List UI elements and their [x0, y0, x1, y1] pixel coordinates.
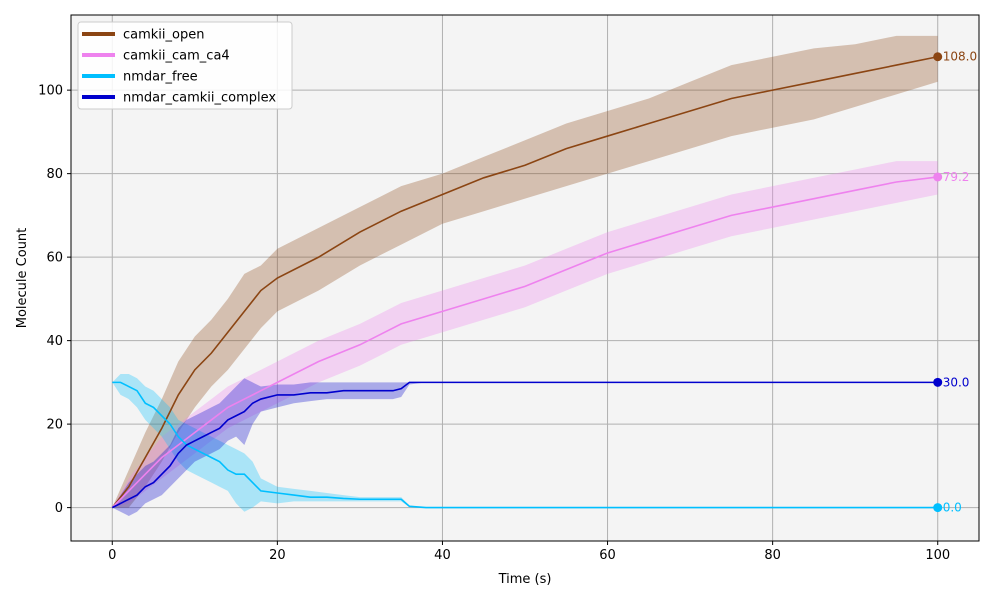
- x-axis-ticks: 0 20 40 60 80 100: [108, 541, 950, 563]
- x-tick-label: 60: [599, 548, 616, 563]
- camkii_cam_ca4-legend-label: camkii_cam_ca4: [123, 49, 230, 64]
- camkii_open-end-label: 108.0: [943, 50, 977, 64]
- plot-frame: [70, 14, 980, 542]
- y-tick-label: 40: [46, 334, 63, 349]
- x-tick-label: 20: [269, 548, 286, 563]
- y-tick-label: 60: [46, 251, 63, 266]
- camkii_open-legend-label: camkii_open: [123, 28, 204, 43]
- camkii_open-end-marker: [933, 52, 943, 62]
- nmdar_camkii_complex-end-label: 30.0: [943, 375, 970, 389]
- y-tick-label: 80: [46, 167, 63, 182]
- legend-box: [77, 21, 293, 110]
- nmdar_camkii_complex-legend-label: nmdar_camkii_complex: [123, 91, 276, 106]
- y-tick-label: 0: [55, 501, 63, 516]
- x-tick-label: 0: [108, 548, 116, 563]
- x-tick-label: 40: [434, 548, 451, 563]
- legend: camkii_open camkii_cam_ca4 nmdar_freenmdar…: [77, 21, 293, 110]
- series-lines: [111, 55, 938, 509]
- y-axis-label: Molecule Count: [15, 228, 30, 329]
- camkii_open-band: [112, 35, 938, 508]
- camkii_cam_ca4-end-marker: [933, 172, 943, 182]
- x-axis-label: Time (s): [498, 572, 552, 587]
- nmdar_camkii_complex-line: [111, 381, 938, 509]
- y-tick-label: 20: [46, 418, 63, 433]
- camkii_cam_ca4-line: [111, 176, 938, 509]
- camkii_cam_ca4-band: [112, 161, 938, 508]
- nmdar_free-line: [112, 381, 938, 509]
- camkii_cam_ca4-end-label: 79.2: [943, 170, 970, 184]
- y-tick-label: 100: [38, 84, 63, 99]
- y-axis-ticks: 0 20 40 60 80 100: [38, 84, 71, 516]
- nmdar_camkii_complex-end-marker: [933, 377, 943, 387]
- end-markers: 108.0 79.2 0.0 30.0: [933, 50, 977, 515]
- confidence-bands: [112, 35, 938, 516]
- nmdar_free-legend-label: nmdar_free: [123, 70, 198, 85]
- camkii_open-line: [111, 55, 938, 509]
- x-tick-label: 80: [764, 548, 781, 563]
- nmdar_free-end-label: 0.0: [943, 501, 962, 515]
- x-tick-label: 100: [925, 548, 950, 563]
- nmdar_free-end-marker: [933, 503, 943, 513]
